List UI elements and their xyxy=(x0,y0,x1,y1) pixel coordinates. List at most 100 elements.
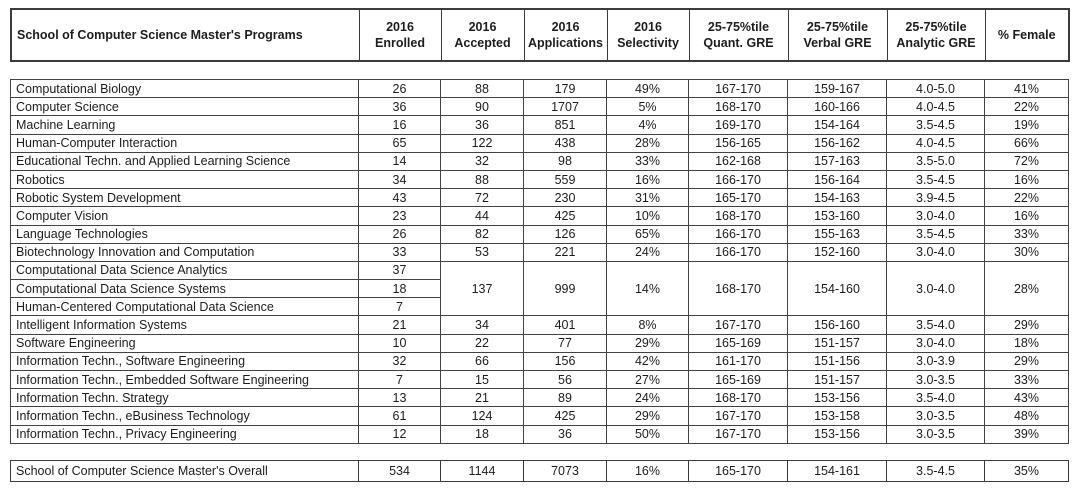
merged-value-cell: 999 xyxy=(523,260,607,317)
program-name-cell: Human-Computer Interaction xyxy=(10,133,359,153)
overall-name-cell: School of Computer Science Master's Over… xyxy=(10,460,359,482)
overall-pct-female-cell: 35% xyxy=(984,460,1069,482)
table-row: Biotechnology Innovation and Computation… xyxy=(10,242,1069,262)
value-cell: 10% xyxy=(606,206,689,226)
overall-verbal-gre-cell: 154-161 xyxy=(787,460,887,482)
value-cell: 153-156 xyxy=(787,424,887,444)
header-label-line1: 2016 xyxy=(386,19,414,34)
value-cell: 154-163 xyxy=(787,188,887,208)
table-row: Computational Data Science Analytics 37 13… xyxy=(10,260,1069,317)
table-row: Robotic System Development 43 72 230 31% 165-… xyxy=(10,188,1069,208)
value-cell: 156-162 xyxy=(787,133,887,153)
value-cell: 89 xyxy=(523,388,607,408)
value-cell: 4% xyxy=(606,115,689,135)
column-header-verbal-gre: 25-75%tile Verbal GRE xyxy=(787,8,888,62)
header-row: School of Computer Science Master's Prog… xyxy=(10,8,1070,62)
value-cell: 156 xyxy=(523,351,607,372)
value-cell: 153-158 xyxy=(787,406,887,426)
value-cell: 30% xyxy=(984,242,1069,262)
value-cell: 22% xyxy=(984,97,1069,117)
table-row: Information Techn., Software Engineering… xyxy=(10,351,1069,372)
value-cell: 28% xyxy=(606,133,689,153)
table-row: Robotics 34 88 559 16% 166-170 156-164 3.5-4.5 1… xyxy=(10,169,1069,190)
table-row: Information Techn. Strategy 13 21 89 24% 168-… xyxy=(10,388,1069,408)
value-cell: 43 xyxy=(358,188,441,208)
value-cell: 33% xyxy=(984,224,1069,244)
table-row: Human-Computer Interaction 65 122 438 28% 156… xyxy=(10,133,1069,153)
overall-applications-cell: 7073 xyxy=(523,460,607,482)
value-cell: 425 xyxy=(523,406,607,426)
value-cell: 166-170 xyxy=(688,242,788,262)
value-cell: 56 xyxy=(523,369,607,390)
value-cell: 3.9-4.5 xyxy=(886,188,985,208)
column-header-selectivity: 2016 Selectivity xyxy=(606,8,690,62)
value-cell: 22 xyxy=(440,333,524,353)
table-row: Machine Learning 16 36 851 4% 169-170 154-164 3… xyxy=(10,115,1069,135)
value-cell: 27% xyxy=(606,369,689,390)
value-cell: 18 xyxy=(440,424,524,444)
column-header-pct-female: % Female xyxy=(984,8,1070,62)
value-cell: 151-157 xyxy=(787,333,887,353)
value-cell: 29% xyxy=(606,333,689,353)
value-cell: 32 xyxy=(358,351,441,372)
program-name-cell: Intelligent Information Systems xyxy=(10,315,359,335)
value-cell: 154-164 xyxy=(787,115,887,135)
value-cell: 12 xyxy=(358,424,441,444)
value-cell: 33% xyxy=(606,151,689,171)
value-cell: 36 xyxy=(440,115,524,135)
value-cell: 3.0-4.0 xyxy=(886,242,985,262)
value-cell: 230 xyxy=(523,188,607,208)
table-row: Computer Vision 23 44 425 10% 168-170 153-160 3… xyxy=(10,206,1069,226)
value-cell: 77 xyxy=(523,333,607,353)
value-cell: 29% xyxy=(984,315,1069,335)
program-name-cell: Educational Techn. and Applied Learning … xyxy=(10,151,359,171)
program-name-cell: Computational Data Science Analytics xyxy=(10,260,359,281)
value-cell: 26 xyxy=(358,78,441,99)
header-label-line2: Applications xyxy=(527,36,603,50)
value-cell: 153-156 xyxy=(787,388,887,408)
value-cell: 221 xyxy=(523,242,607,262)
overall-quant-gre-cell: 165-170 xyxy=(688,460,788,482)
value-cell: 88 xyxy=(440,169,524,190)
value-cell: 19% xyxy=(984,115,1069,135)
value-cell: 66 xyxy=(440,351,524,372)
value-cell: 53 xyxy=(440,242,524,262)
value-cell: 3.0-3.5 xyxy=(886,369,985,390)
value-cell: 3.0-4.0 xyxy=(886,206,985,226)
program-name-cell: Computer Vision xyxy=(10,206,359,226)
value-cell: 165-169 xyxy=(688,333,788,353)
value-cell: 10 xyxy=(358,333,441,353)
value-cell: 3.5-4.5 xyxy=(886,224,985,244)
header-label-line2: Verbal GRE xyxy=(803,36,872,50)
value-cell: 29% xyxy=(984,351,1069,372)
value-cell: 50% xyxy=(606,424,689,444)
table-row: Information Techn., Embedded Software En… xyxy=(10,369,1069,390)
value-cell: 169-170 xyxy=(688,115,788,135)
value-cell: 5% xyxy=(606,97,689,117)
value-cell: 3.5-4.0 xyxy=(886,315,985,335)
value-cell: 166-170 xyxy=(688,169,788,190)
header-label-line2: Quant. GRE xyxy=(703,36,774,50)
value-cell: 26 xyxy=(358,224,441,244)
table-row: Software Engineering 10 22 77 29% 165-169 151-… xyxy=(10,333,1069,353)
program-name-cell: Language Technologies xyxy=(10,224,359,244)
header-label-line1: 25-75%tile xyxy=(806,19,869,34)
value-cell: 24% xyxy=(606,388,689,408)
merged-value-cell: 14% xyxy=(606,260,689,317)
value-cell: 34 xyxy=(358,169,441,190)
overall-selectivity-cell: 16% xyxy=(606,460,689,482)
program-name-cell: Information Techn., eBusiness Technology xyxy=(10,406,359,426)
value-cell: 14 xyxy=(358,151,441,171)
value-cell: 16% xyxy=(606,169,689,190)
value-cell: 34 xyxy=(440,315,524,335)
value-cell: 152-160 xyxy=(787,242,887,262)
value-cell: 156-160 xyxy=(787,315,887,335)
table-row: Computational Data Science Systems 18 xyxy=(10,279,1069,299)
value-cell: 23 xyxy=(358,206,441,226)
table-row: Computational Biology 26 88 179 49% 167-170 15… xyxy=(10,78,1069,99)
table-row: Information Techn., Privacy Engineering 1… xyxy=(10,424,1069,444)
value-cell: 3.5-4.5 xyxy=(886,169,985,190)
header-label-line1: 2016 xyxy=(468,19,497,34)
value-cell: 153-160 xyxy=(787,206,887,226)
header-label-line2: Analytic GRE xyxy=(896,36,976,50)
